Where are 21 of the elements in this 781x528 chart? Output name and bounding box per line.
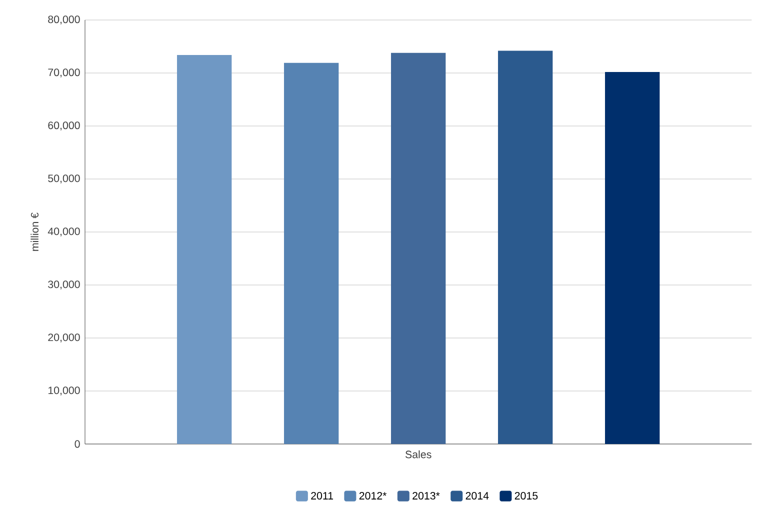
y-tick-label: 30,000 <box>48 280 80 290</box>
legend-label: 2012* <box>359 492 387 500</box>
legend-label: 2014 <box>466 492 489 500</box>
bar <box>284 62 339 444</box>
y-tick-label: 60,000 <box>48 122 80 130</box>
legend-label: 2013* <box>412 492 440 500</box>
y-tick-label: 70,000 <box>48 68 80 78</box>
y-tick-label: 20,000 <box>48 334 80 342</box>
y-tick-label: 50,000 <box>48 174 80 184</box>
y-tick-label: 0 <box>74 440 80 448</box>
y-tick-label: 40,000 <box>48 228 80 236</box>
y-tick-label: 10,000 <box>48 386 80 396</box>
bar <box>605 72 660 444</box>
bar <box>391 52 446 444</box>
legend-label: 2011 <box>311 492 334 500</box>
bar <box>177 54 232 444</box>
y-tick-label: 80,000 <box>48 16 80 24</box>
y-axis-title: million € <box>30 212 39 251</box>
bar <box>498 50 553 444</box>
x-tick-label: Sales <box>405 450 432 458</box>
legend-label: 2015 <box>514 492 538 500</box>
